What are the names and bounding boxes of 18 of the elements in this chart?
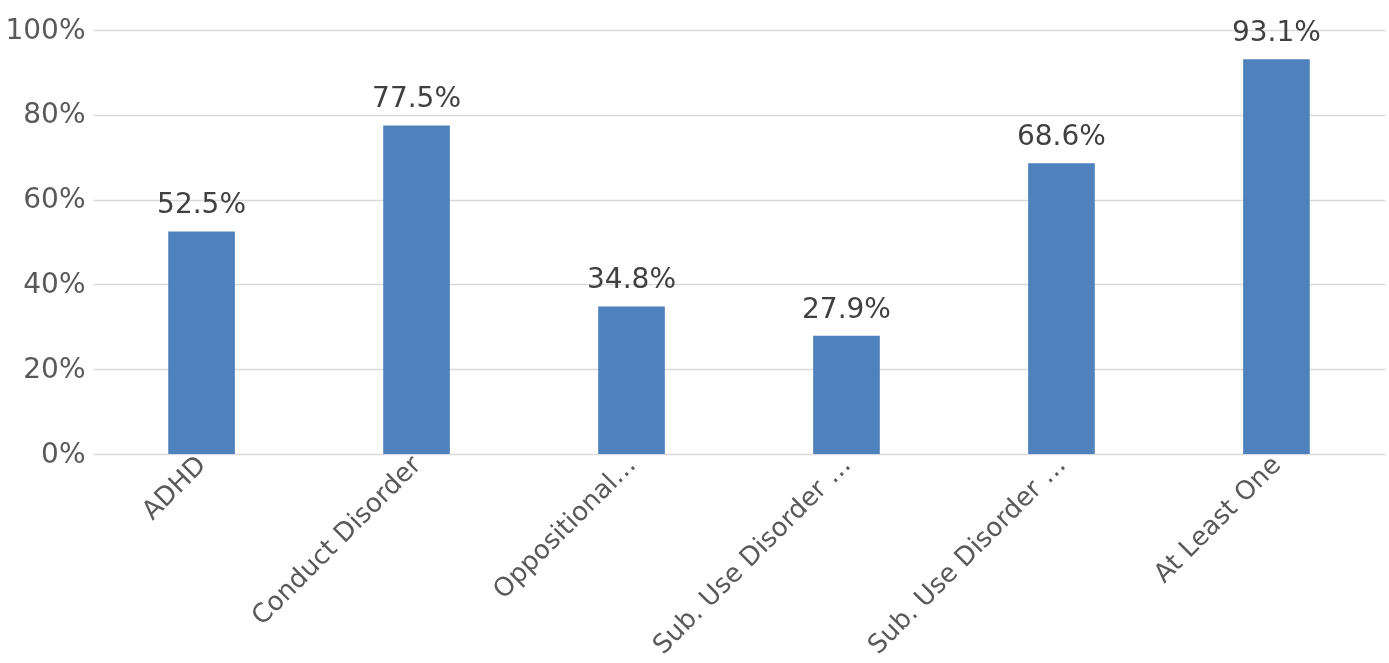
bar <box>168 231 235 454</box>
data-label: 68.6% <box>1016 119 1106 153</box>
y-tick-label: 100% <box>5 12 86 46</box>
data-label: 93.1% <box>1231 15 1321 49</box>
bar <box>1243 59 1310 454</box>
data-label: 77.5% <box>372 81 462 115</box>
y-tick-label: 0% <box>41 436 86 470</box>
data-label: 52.5% <box>157 187 247 221</box>
y-tick-label: 60% <box>23 182 86 216</box>
bar <box>598 306 665 454</box>
y-tick-label: 80% <box>23 97 86 131</box>
bar <box>813 335 880 454</box>
bar <box>1028 163 1095 454</box>
data-label: 27.9% <box>802 291 891 325</box>
bar <box>383 125 450 454</box>
y-tick-label: 20% <box>23 351 86 385</box>
y-tick-label: 40% <box>23 266 86 300</box>
data-label: 34.8% <box>587 262 676 296</box>
